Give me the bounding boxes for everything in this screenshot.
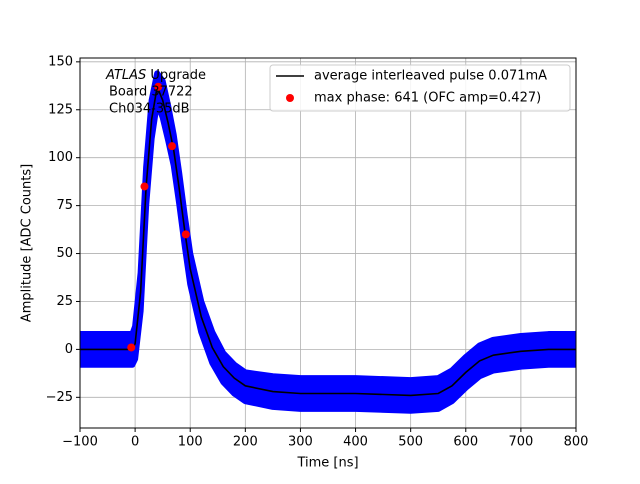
legend-marker — [286, 94, 294, 102]
x-tick-label: −100 — [62, 435, 98, 450]
legend-label: max phase: 641 (OFC amp=0.427) — [314, 91, 541, 106]
y-tick-label: 100 — [48, 150, 73, 165]
annotation: ATLAS Upgrade — [105, 68, 206, 83]
annotation-text: Upgrade — [146, 68, 206, 83]
y-tick-label: 150 — [48, 54, 73, 69]
phase-point — [181, 230, 190, 239]
y-tick-label: 125 — [48, 102, 73, 117]
x-axis-label: Time [ns] — [296, 456, 358, 471]
x-tick-label: 400 — [343, 435, 368, 450]
x-tick-label: 700 — [508, 435, 533, 450]
annotation-line: Ch034-35dB — [109, 102, 190, 117]
phase-point — [140, 182, 149, 191]
annotation-italic: ATLAS — [105, 68, 146, 83]
data-layer — [80, 70, 576, 414]
x-tick-label: 800 — [564, 435, 589, 450]
annotation-line: Board 37722 — [109, 85, 193, 100]
y-tick-label: 0 — [65, 342, 73, 357]
y-axis-label: Amplitude [ADC Counts] — [20, 164, 35, 322]
legend-label: average interleaved pulse 0.071mA — [314, 69, 547, 84]
x-tick-label: 300 — [288, 435, 313, 450]
phase-point — [168, 142, 177, 151]
y-tick-label: 25 — [56, 294, 73, 309]
phase-point — [154, 82, 163, 91]
x-tick-label: 100 — [178, 435, 203, 450]
y-tick-label: −25 — [46, 390, 73, 405]
x-tick-label: 0 — [131, 435, 139, 450]
x-tick-label: 500 — [398, 435, 423, 450]
x-tick-label: 200 — [233, 435, 258, 450]
phase-point — [127, 343, 136, 352]
y-tick-label: 75 — [56, 198, 73, 213]
legend-box — [269, 64, 571, 112]
plot-frame — [79, 57, 577, 429]
y-tick-label: 50 — [56, 246, 73, 261]
x-tick-label: 600 — [453, 435, 478, 450]
